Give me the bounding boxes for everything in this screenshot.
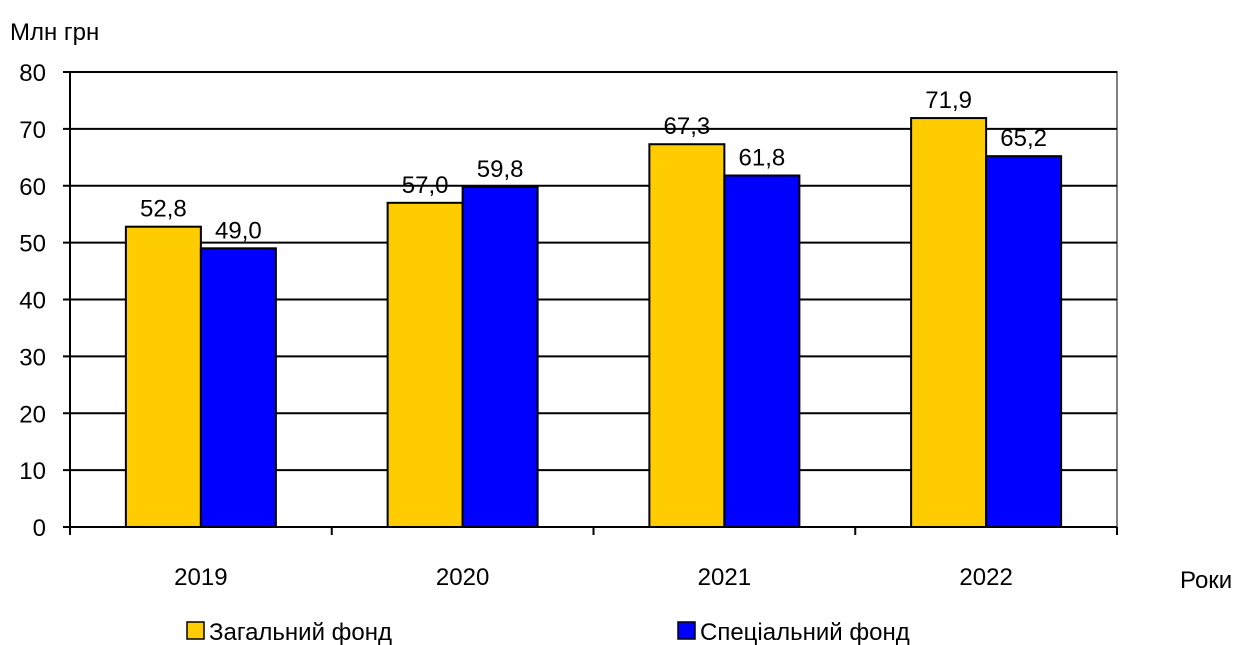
x-axis-label: Роки bbox=[1180, 567, 1232, 594]
x-tick-label: 2020 bbox=[436, 564, 489, 591]
data-label: 71,9 bbox=[925, 87, 972, 114]
x-tick-label: 2021 bbox=[698, 564, 751, 591]
legend: Загальний фонд Спеціальний фонд bbox=[186, 619, 910, 645]
bar bbox=[461, 185, 539, 528]
y-tick-label: 30 bbox=[19, 344, 46, 371]
y-tick-label: 10 bbox=[19, 458, 46, 485]
bar bbox=[386, 201, 464, 528]
bar bbox=[985, 155, 1063, 529]
bar bbox=[124, 225, 202, 528]
bar bbox=[648, 143, 726, 528]
legend-swatch bbox=[677, 621, 696, 640]
bar bbox=[723, 174, 801, 528]
y-tick-label: 40 bbox=[19, 288, 46, 315]
legend-label: Спеціальний фонд bbox=[700, 619, 910, 645]
legend-label: Загальний фонд bbox=[209, 619, 392, 645]
data-label: 61,8 bbox=[739, 145, 786, 172]
y-axis-label: Млн грн bbox=[10, 19, 99, 46]
data-label: 52,8 bbox=[140, 196, 187, 223]
y-tick-label: 20 bbox=[19, 401, 46, 428]
data-label: 65,2 bbox=[1000, 125, 1047, 152]
bar bbox=[910, 117, 988, 528]
y-tick-label: 0 bbox=[33, 515, 46, 542]
y-tick-label: 50 bbox=[19, 231, 46, 258]
data-label: 67,3 bbox=[664, 113, 711, 140]
bars: 52,8 49,0 57,0 59,8 67,3 61,8 71,9 65,2 bbox=[124, 87, 1063, 529]
data-label: 49,0 bbox=[215, 217, 262, 244]
x-tick-label: 2022 bbox=[959, 564, 1012, 591]
axes: 0 10 20 30 40 50 60 70 80 2019 2020 2021 2022 bbox=[19, 60, 1118, 591]
y-tick-label: 70 bbox=[19, 117, 46, 144]
y-tick-label: 80 bbox=[19, 60, 46, 87]
y-tick-label: 60 bbox=[19, 174, 46, 201]
x-tick-label: 2019 bbox=[174, 564, 227, 591]
legend-swatch bbox=[186, 621, 205, 640]
bar bbox=[199, 247, 277, 528]
data-label: 59,8 bbox=[477, 156, 524, 183]
data-label: 57,0 bbox=[402, 172, 449, 199]
